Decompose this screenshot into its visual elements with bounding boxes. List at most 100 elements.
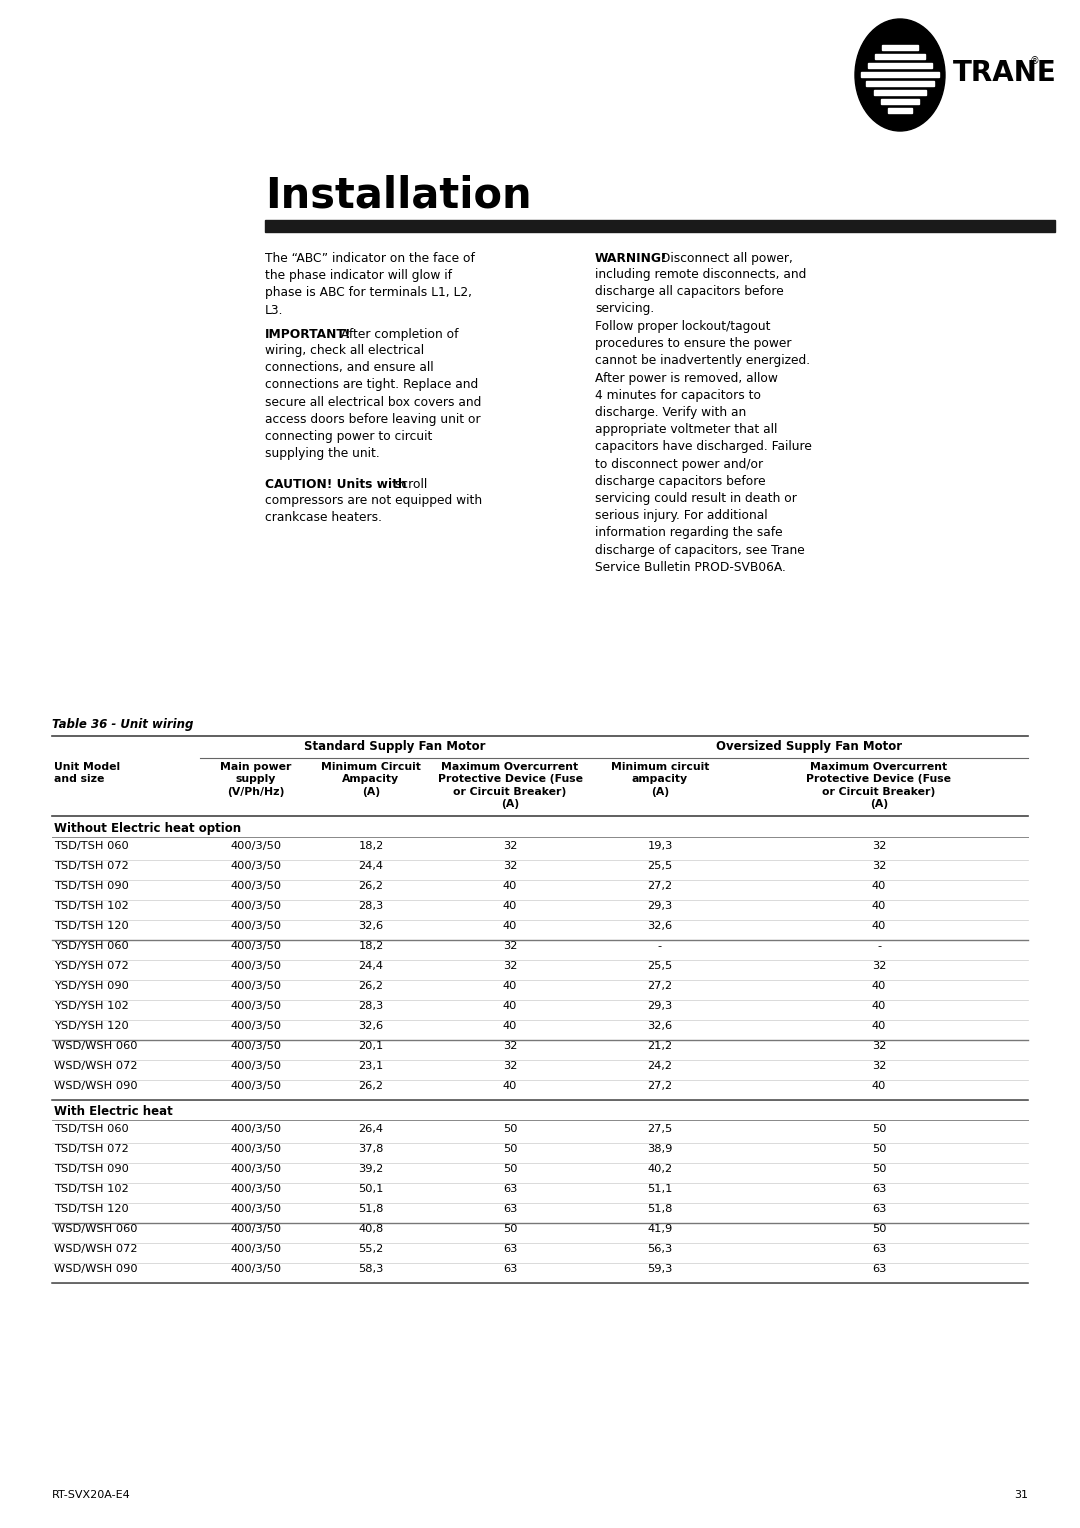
Text: 400/3/50: 400/3/50: [230, 921, 282, 931]
Text: 63: 63: [503, 1184, 517, 1193]
Text: TSD/TSH 072: TSD/TSH 072: [54, 860, 129, 871]
Text: 40: 40: [503, 1001, 517, 1012]
Text: -: -: [658, 941, 662, 950]
Text: 28,3: 28,3: [359, 902, 383, 911]
Text: CAUTION! Units with: CAUTION! Units with: [265, 478, 407, 490]
Text: 32,6: 32,6: [359, 921, 383, 931]
Text: 26,2: 26,2: [359, 1080, 383, 1091]
Text: 40: 40: [872, 1080, 887, 1091]
Text: 56,3: 56,3: [647, 1244, 673, 1254]
Bar: [875, 53, 924, 58]
Text: 24,4: 24,4: [359, 961, 383, 970]
Text: 400/3/50: 400/3/50: [230, 941, 282, 950]
Text: 32,6: 32,6: [647, 921, 673, 931]
Text: YSD/YSH 102: YSD/YSH 102: [54, 1001, 129, 1012]
Text: 38,9: 38,9: [647, 1144, 673, 1154]
Text: WSD/WSH 060: WSD/WSH 060: [54, 1041, 137, 1051]
Text: 32,6: 32,6: [359, 1021, 383, 1031]
Text: 32: 32: [503, 860, 517, 871]
Text: 19,3: 19,3: [647, 840, 673, 851]
Text: TSD/TSH 102: TSD/TSH 102: [54, 1184, 129, 1193]
Text: TSD/TSH 072: TSD/TSH 072: [54, 1144, 129, 1154]
Bar: [861, 72, 940, 76]
Text: Without Electric heat option: Without Electric heat option: [54, 822, 241, 834]
Text: 55,2: 55,2: [359, 1244, 383, 1254]
Text: TSD/TSH 120: TSD/TSH 120: [54, 1204, 129, 1215]
Text: 40: 40: [503, 1021, 517, 1031]
Text: IMPORTANT!: IMPORTANT!: [265, 329, 351, 341]
Text: 32: 32: [872, 840, 887, 851]
Text: 26,4: 26,4: [359, 1125, 383, 1134]
Text: 400/3/50: 400/3/50: [230, 1264, 282, 1274]
Text: 27,2: 27,2: [647, 882, 673, 891]
Text: 400/3/50: 400/3/50: [230, 1224, 282, 1235]
Bar: [874, 90, 927, 95]
Text: YSD/YSH 060: YSD/YSH 060: [54, 941, 129, 950]
Text: 400/3/50: 400/3/50: [230, 882, 282, 891]
Text: 63: 63: [503, 1204, 517, 1215]
Bar: [888, 108, 912, 113]
Text: 40: 40: [503, 981, 517, 992]
Text: 40,8: 40,8: [359, 1224, 383, 1235]
Text: 63: 63: [503, 1264, 517, 1274]
Text: YSD/YSH 072: YSD/YSH 072: [54, 961, 129, 970]
Text: 40: 40: [503, 921, 517, 931]
Text: Unit Model
and size: Unit Model and size: [54, 762, 120, 784]
Text: 21,2: 21,2: [647, 1041, 673, 1051]
Ellipse shape: [855, 18, 945, 131]
Text: 25,5: 25,5: [647, 961, 673, 970]
Text: 18,2: 18,2: [359, 941, 383, 950]
Text: With Electric heat: With Electric heat: [54, 1105, 173, 1118]
Text: 40: 40: [872, 981, 887, 992]
Text: 400/3/50: 400/3/50: [230, 1080, 282, 1091]
Text: 40: 40: [872, 902, 887, 911]
Text: 32,6: 32,6: [647, 1021, 673, 1031]
Text: 37,8: 37,8: [359, 1144, 383, 1154]
Text: After completion of: After completion of: [337, 329, 459, 341]
Text: 51,1: 51,1: [647, 1184, 673, 1193]
Text: 400/3/50: 400/3/50: [230, 1041, 282, 1051]
Text: RT-SVX20A-E4: RT-SVX20A-E4: [52, 1490, 131, 1500]
Text: TSD/TSH 060: TSD/TSH 060: [54, 1125, 129, 1134]
Text: 400/3/50: 400/3/50: [230, 902, 282, 911]
Text: scroll: scroll: [391, 478, 428, 490]
Text: WSD/WSH 072: WSD/WSH 072: [54, 1244, 137, 1254]
Text: 400/3/50: 400/3/50: [230, 981, 282, 992]
Text: TSD/TSH 102: TSD/TSH 102: [54, 902, 129, 911]
Text: wiring, check all electrical
connections, and ensure all
connections are tight. : wiring, check all electrical connections…: [265, 344, 482, 460]
Text: YSD/YSH 090: YSD/YSH 090: [54, 981, 129, 992]
Text: TSD/TSH 060: TSD/TSH 060: [54, 840, 129, 851]
Text: TRANE: TRANE: [953, 60, 1056, 87]
Text: 27,5: 27,5: [647, 1125, 673, 1134]
Text: Oversized Supply Fan Motor: Oversized Supply Fan Motor: [716, 740, 902, 753]
Text: WARNING!: WARNING!: [595, 252, 667, 264]
Text: 28,3: 28,3: [359, 1001, 383, 1012]
Text: TSD/TSH 120: TSD/TSH 120: [54, 921, 129, 931]
Text: 51,8: 51,8: [647, 1204, 673, 1215]
Text: 400/3/50: 400/3/50: [230, 860, 282, 871]
Text: 40: 40: [872, 1001, 887, 1012]
Text: 29,3: 29,3: [647, 1001, 673, 1012]
Text: 51,8: 51,8: [359, 1204, 383, 1215]
Text: 32: 32: [872, 1060, 887, 1071]
Text: Installation: Installation: [265, 176, 531, 217]
Text: 40: 40: [503, 902, 517, 911]
Text: 50,1: 50,1: [359, 1184, 383, 1193]
Text: 50: 50: [503, 1164, 517, 1174]
Text: Maximum Overcurrent
Protective Device (Fuse
or Circuit Breaker)
(A): Maximum Overcurrent Protective Device (F…: [437, 762, 582, 810]
Text: 63: 63: [872, 1204, 887, 1215]
Text: 23,1: 23,1: [359, 1060, 383, 1071]
Text: Minimum Circuit
Ampacity
(A): Minimum Circuit Ampacity (A): [321, 762, 421, 796]
Text: -: -: [877, 941, 881, 950]
Text: 400/3/50: 400/3/50: [230, 1021, 282, 1031]
Text: Table 36 - Unit wiring: Table 36 - Unit wiring: [52, 718, 193, 730]
Text: 40: 40: [872, 1021, 887, 1031]
Text: 18,2: 18,2: [359, 840, 383, 851]
Text: 63: 63: [872, 1244, 887, 1254]
Text: 50: 50: [872, 1125, 887, 1134]
Text: 50: 50: [503, 1224, 517, 1235]
Text: 50: 50: [503, 1144, 517, 1154]
Bar: [866, 81, 933, 86]
Text: 400/3/50: 400/3/50: [230, 1164, 282, 1174]
Text: ®: ®: [1030, 57, 1040, 66]
